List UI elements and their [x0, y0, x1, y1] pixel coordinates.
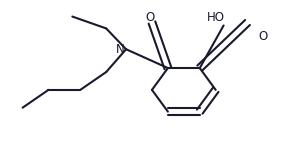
Text: O: O: [145, 11, 155, 24]
Text: N: N: [116, 43, 125, 56]
Text: HO: HO: [207, 11, 225, 24]
Text: O: O: [259, 30, 268, 43]
